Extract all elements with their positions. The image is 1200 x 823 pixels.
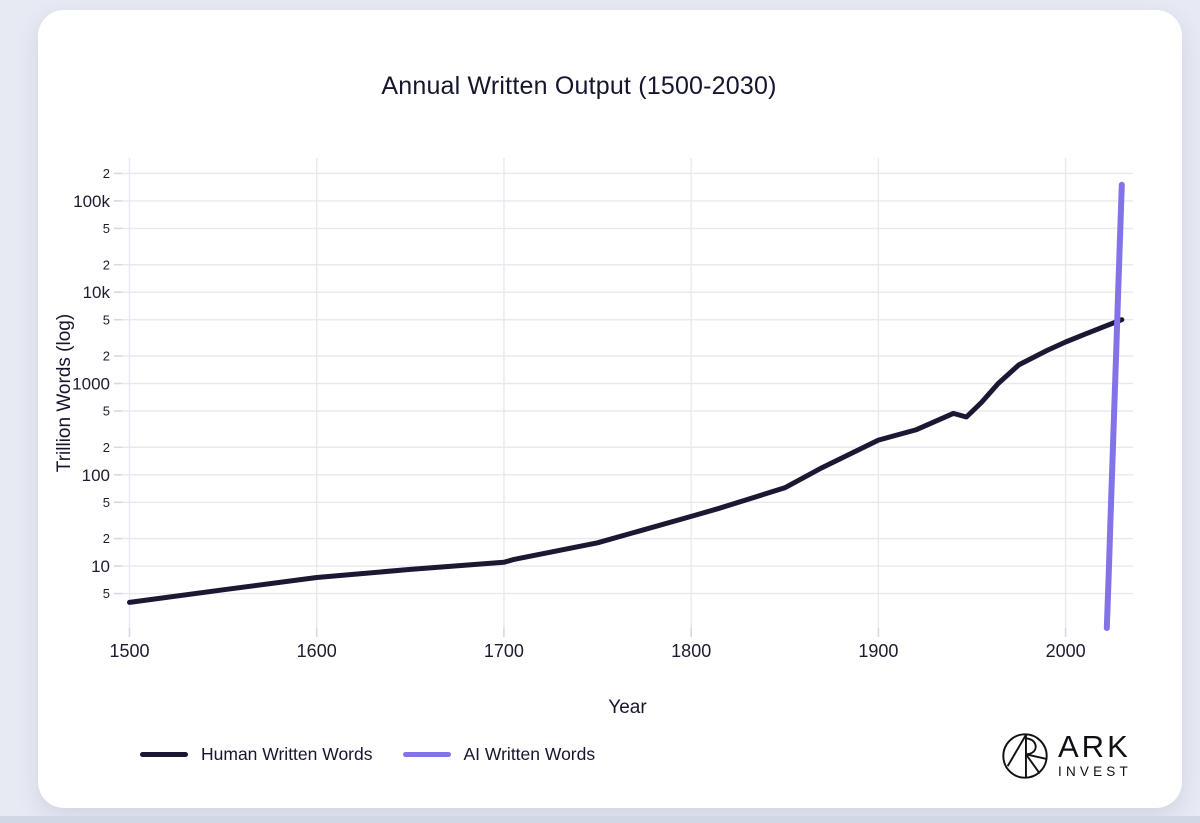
legend-item-ai-written-words[interactable]: AI Written Words xyxy=(402,744,596,765)
svg-text:100: 100 xyxy=(82,466,110,485)
svg-text:2: 2 xyxy=(103,257,110,272)
svg-text:Trillion Words (log): Trillion Words (log) xyxy=(54,314,75,472)
legend-label-ai: AI Written Words xyxy=(463,744,596,764)
svg-text:1900: 1900 xyxy=(858,641,898,661)
legend-swatch-human xyxy=(140,752,188,757)
chart-title: Annual Written Output (1500-2030) xyxy=(381,72,777,100)
chart-legend: Human Written Words AI Written Words xyxy=(140,744,595,765)
svg-text:2: 2 xyxy=(103,166,110,181)
svg-text:Year: Year xyxy=(608,697,647,718)
svg-text:10k: 10k xyxy=(83,283,111,302)
brand-subtitle: INVEST xyxy=(1058,763,1132,779)
brand-name: ARK xyxy=(1058,729,1131,765)
svg-text:1800: 1800 xyxy=(671,641,711,661)
svg-text:2: 2 xyxy=(103,349,110,364)
svg-text:2: 2 xyxy=(103,440,110,455)
svg-text:5: 5 xyxy=(103,495,110,510)
svg-text:10: 10 xyxy=(91,557,110,576)
svg-text:5: 5 xyxy=(103,404,110,419)
svg-text:1000: 1000 xyxy=(72,375,110,394)
page-bottom-strip xyxy=(0,816,1200,823)
svg-text:5: 5 xyxy=(103,312,110,327)
ark-invest-logo-icon xyxy=(1002,733,1048,779)
ark-invest-wordmark: ARK INVEST xyxy=(1058,729,1132,779)
svg-text:1500: 1500 xyxy=(109,641,149,661)
chart-area: 5 10 2 5 100 2 5 1000 2 5 10k 2 5 100k 2 1500 1600 1700 18… xyxy=(40,140,1160,720)
svg-text:2: 2 xyxy=(103,531,110,546)
svg-text:5: 5 xyxy=(103,221,110,236)
svg-text:100k: 100k xyxy=(73,192,110,211)
legend-swatch-ai xyxy=(402,752,451,757)
svg-text:2000: 2000 xyxy=(1046,641,1086,661)
legend-label-human: Human Written Words xyxy=(201,744,373,764)
chart-canvas: 5 10 2 5 100 2 5 1000 2 5 10k 2 5 100k 2 1500 1600 1700 18… xyxy=(54,158,1133,718)
legend-item-human-written-words[interactable]: Human Written Words xyxy=(140,744,373,765)
svg-text:1600: 1600 xyxy=(297,641,337,661)
ark-invest-brand: ARK INVEST xyxy=(1001,729,1132,780)
chart-card xyxy=(38,10,1182,808)
svg-text:5: 5 xyxy=(103,586,110,601)
svg-text:1700: 1700 xyxy=(484,641,524,661)
